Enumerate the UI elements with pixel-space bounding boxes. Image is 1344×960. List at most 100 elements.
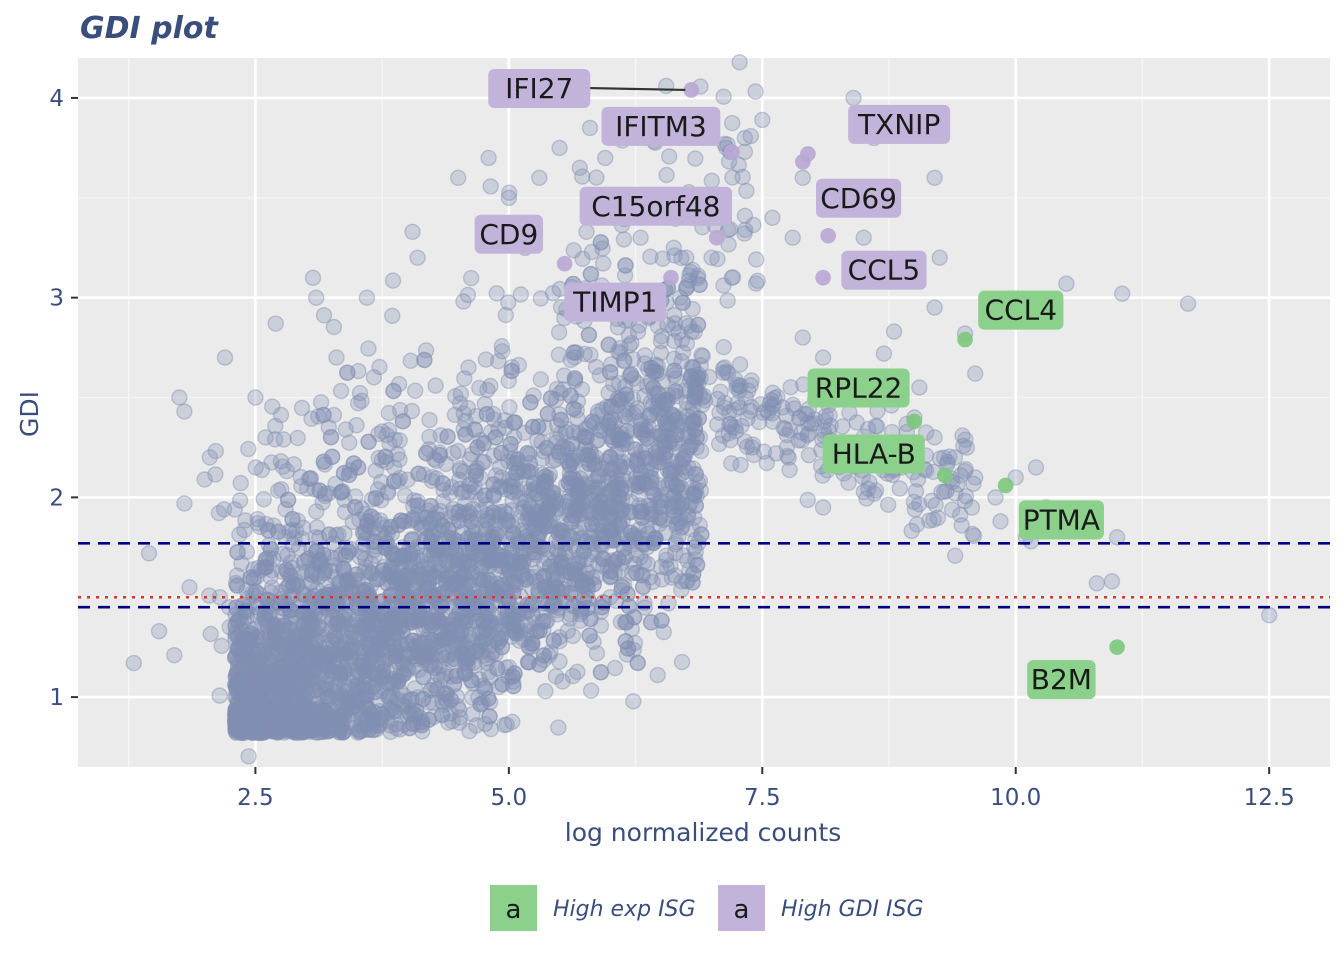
gene-point	[445, 634, 463, 651]
gene-point	[353, 544, 371, 561]
gene-point	[313, 655, 330, 673]
gene-point	[176, 495, 193, 512]
gene-point	[947, 485, 964, 502]
legend-key-letter: a	[506, 895, 522, 925]
gene-point	[875, 345, 893, 362]
gene-point	[661, 148, 678, 165]
gene-point	[703, 249, 720, 266]
gene-point	[319, 601, 336, 618]
gene-point	[462, 505, 479, 522]
gene-point	[587, 454, 604, 471]
gene-point	[327, 527, 345, 544]
gene-label: TIMP1	[572, 286, 657, 319]
gene-point	[357, 523, 374, 540]
highlight-point	[997, 477, 1014, 494]
gene-point	[284, 707, 301, 724]
gene-point	[238, 582, 255, 599]
gene-point	[422, 547, 439, 564]
gene-point	[361, 636, 378, 653]
gene-point	[577, 570, 595, 588]
gene-point	[319, 689, 336, 706]
gene-point	[531, 169, 548, 187]
gene-point	[325, 642, 342, 659]
gene-point	[384, 307, 401, 324]
gene-point	[240, 717, 258, 734]
gene-point	[605, 479, 623, 496]
gene-point	[625, 641, 642, 659]
gene-point	[460, 633, 477, 650]
gene-point	[457, 654, 474, 672]
gene-point	[583, 446, 600, 463]
gene-point	[357, 662, 374, 679]
gene-point	[345, 455, 362, 472]
gene-point	[679, 552, 696, 569]
gene-point	[505, 621, 522, 639]
gene-point	[281, 703, 299, 721]
gene-point	[552, 411, 570, 429]
gene-point	[476, 628, 493, 645]
highlight-point	[815, 269, 831, 286]
gene-point	[298, 643, 315, 660]
highlight-point	[795, 154, 811, 170]
gene-point	[535, 621, 552, 639]
x-axis-title: log normalized counts	[565, 818, 841, 847]
gene-point	[395, 513, 413, 530]
gene-point	[652, 509, 670, 526]
gene-point	[609, 397, 626, 414]
gene-point	[649, 403, 666, 421]
gene-point	[667, 370, 685, 387]
gene-point	[626, 609, 643, 626]
gene-point	[778, 439, 796, 456]
gene-point	[232, 474, 249, 492]
gene-point	[380, 421, 398, 439]
gene-point	[416, 351, 433, 369]
gene-point	[535, 647, 552, 664]
gene-point	[342, 690, 360, 707]
gene-point	[349, 724, 367, 741]
gene-point	[532, 539, 550, 556]
gene-point	[385, 671, 402, 688]
gene-point	[309, 542, 326, 559]
gene-point	[270, 482, 287, 499]
gene-point	[374, 669, 391, 686]
gene-point	[621, 367, 638, 384]
gene-point	[213, 637, 230, 654]
gene-point	[233, 683, 251, 700]
gene-point	[351, 548, 368, 566]
gene-point	[423, 617, 441, 634]
gene-point	[658, 421, 676, 439]
gene-point	[232, 682, 250, 699]
gene-point	[392, 666, 409, 684]
gene-point	[620, 327, 638, 344]
gene-point	[405, 632, 423, 650]
gene-point	[486, 562, 504, 579]
gene-point	[372, 512, 389, 529]
gene-point	[276, 593, 293, 610]
gene-point	[449, 698, 466, 715]
gene-point	[403, 691, 421, 708]
gene-point	[669, 514, 687, 531]
gene-point	[519, 653, 537, 671]
gene-point	[632, 549, 649, 566]
gene-point	[855, 229, 872, 246]
gene-point	[348, 591, 365, 608]
gene-point	[484, 508, 501, 525]
gene-point	[501, 472, 518, 489]
gene-point	[490, 629, 507, 647]
gene-point	[551, 629, 568, 646]
gene-point	[240, 748, 257, 765]
gene-point	[603, 421, 621, 438]
gene-point	[614, 390, 631, 408]
gene-point	[632, 229, 649, 246]
gene-point	[426, 568, 444, 585]
gene-point	[566, 370, 584, 387]
gene-point	[354, 616, 371, 634]
gene-point	[393, 699, 410, 717]
y-tick-label: 3	[49, 286, 64, 312]
gene-point	[429, 666, 447, 683]
gene-point	[664, 386, 682, 403]
gene-point	[582, 682, 600, 699]
gene-point	[409, 497, 426, 514]
gene-point	[391, 639, 408, 657]
gene-point	[493, 469, 510, 486]
